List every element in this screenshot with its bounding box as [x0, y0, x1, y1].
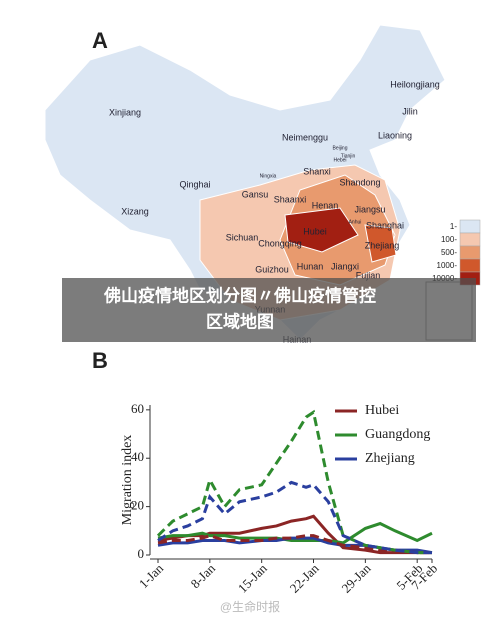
- map-legend-label: 1-: [450, 222, 457, 231]
- x-tick-label: 1-Jan: [136, 560, 167, 591]
- x-tick-label: 22-Jan: [287, 560, 322, 595]
- province-label: Gansu: [242, 189, 269, 199]
- province-label: Anhui: [349, 219, 362, 225]
- province-label: Qinghai: [179, 179, 210, 189]
- map-legend-label: 100-: [441, 235, 457, 244]
- x-tick-label: 29-Jan: [338, 560, 373, 595]
- series-line: [157, 480, 432, 555]
- province-label: Xinjiang: [109, 107, 141, 117]
- province-label: Henan: [312, 200, 339, 210]
- province-label: Hunan: [297, 261, 324, 271]
- y-tick-label: 20: [131, 498, 144, 513]
- province-label: Ningxia: [260, 173, 277, 179]
- y-axis-label: Migration index: [120, 435, 135, 526]
- region-hubei: [284, 207, 359, 253]
- province-label: Shanxi: [303, 166, 331, 176]
- region-zhejiang: [364, 224, 397, 263]
- province-label: Zhejiang: [365, 240, 400, 250]
- caption-line: 区域地图: [206, 311, 274, 331]
- series-line: [157, 534, 432, 555]
- x-tick-label: 8-Jan: [188, 560, 219, 591]
- panel-label: B: [92, 348, 108, 373]
- province-label: Beijing: [332, 145, 347, 151]
- caption-line: 佛山疫情地区划分图〃佛山疫情管控: [103, 285, 376, 305]
- legend-label: Hubei: [365, 403, 399, 418]
- province-label: Sichuan: [226, 232, 259, 242]
- map-legend-swatch: [459, 258, 481, 273]
- y-tick-label: 60: [131, 401, 144, 416]
- province-label: Liaoning: [378, 130, 412, 140]
- province-label: Shandong: [339, 177, 380, 187]
- watermark: @生命时报: [220, 599, 280, 614]
- province-label: Chongqing: [258, 238, 302, 248]
- series-line: [157, 521, 433, 545]
- province-label: Shaanxi: [274, 194, 307, 204]
- panel-label: A: [92, 28, 108, 53]
- province-label: Xizang: [121, 206, 149, 216]
- province-label: Jiangsu: [354, 204, 385, 214]
- y-tick-label: 40: [131, 449, 144, 464]
- map-legend-swatch: [459, 232, 481, 247]
- map-legend-swatch: [459, 219, 481, 234]
- province-label: Neimenggu: [282, 132, 328, 142]
- map-legend-label: 500-: [441, 248, 457, 257]
- province-label: Hebei: [333, 157, 346, 163]
- province-label: Tianjin: [341, 153, 356, 159]
- province-label: Shanghai: [366, 220, 404, 230]
- province-label: Jilin: [402, 106, 418, 116]
- legend-label: Guangdong: [365, 427, 430, 442]
- caption-overlay: [62, 278, 476, 342]
- province-label: Fujian: [356, 270, 381, 280]
- y-tick-label: 0: [138, 546, 145, 561]
- province-label: Guizhou: [255, 264, 289, 274]
- legend-label: Zhejiang: [365, 451, 415, 466]
- series-line: [156, 409, 432, 555]
- province-label: Jiangxi: [331, 261, 359, 271]
- map-legend-label: 1000-: [437, 261, 458, 270]
- x-tick-label: 15-Jan: [235, 560, 270, 595]
- province-label: Hubei: [303, 226, 327, 236]
- province-label: Heilongjiang: [390, 79, 440, 89]
- map-legend-swatch: [459, 245, 481, 260]
- series-line: [157, 514, 432, 555]
